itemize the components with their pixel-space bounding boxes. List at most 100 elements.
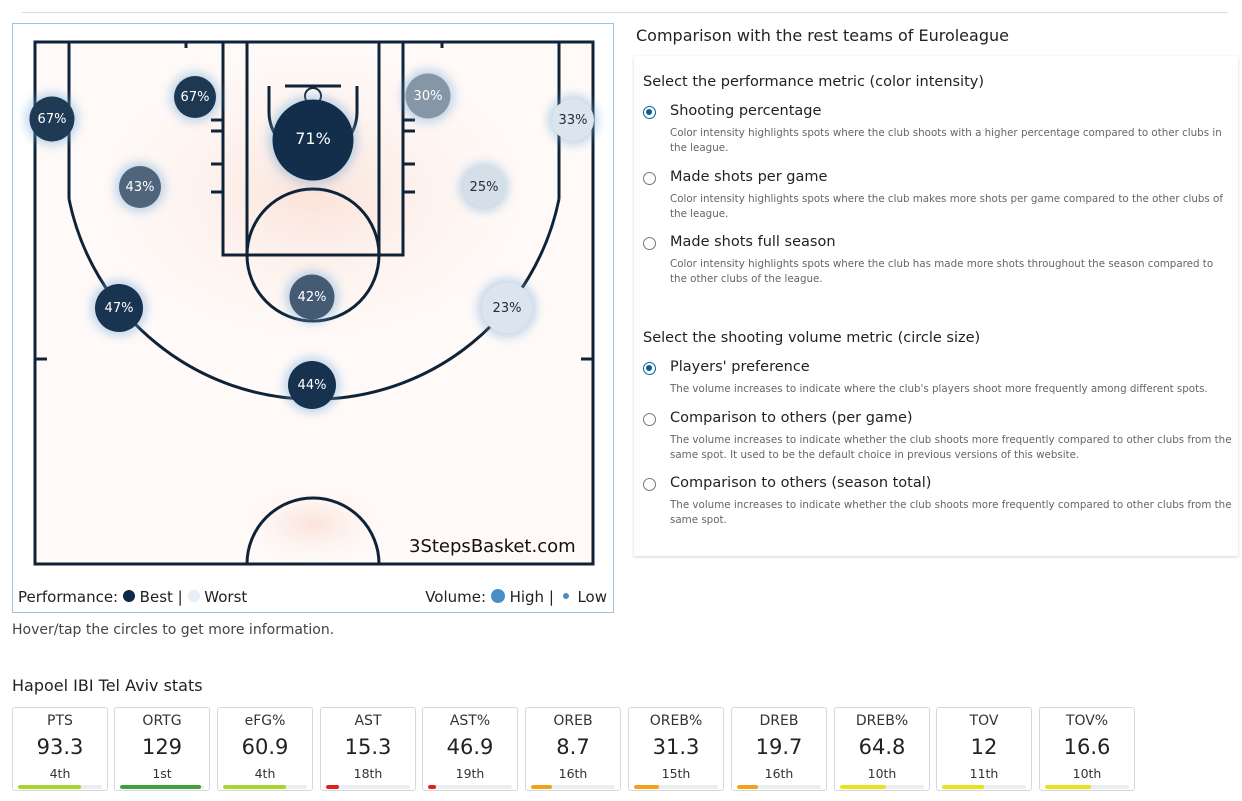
shot-chart-court: 71% 67% 67% 30% 33% 43% 25% 47% 42% 23% 44% (25, 24, 598, 574)
stat-value: 8.7 (556, 735, 590, 759)
radio-comparison-per-game[interactable] (643, 413, 656, 426)
stat-card-dreb-pct: DREB% 64.8 10th (834, 707, 930, 791)
shot-spot-circle[interactable] (29, 96, 75, 142)
stat-rank-bar (223, 785, 307, 789)
stat-card-oreb-pct: OREB% 31.3 15th (628, 707, 724, 791)
stat-card-tov-pct: TOV% 16.6 10th (1039, 707, 1135, 791)
stat-rank: 11th (969, 766, 999, 781)
shot-spot-label: 33% (559, 113, 588, 128)
stat-label: PTS (47, 713, 73, 729)
shot-spot[interactable]: 71% (268, 95, 358, 185)
top-divider (22, 12, 1228, 13)
stat-rank-bar-fill (840, 785, 887, 789)
stat-rank-bar (18, 785, 102, 789)
shot-spot-circle[interactable] (272, 99, 354, 181)
option-label: Made shots per game (670, 169, 828, 185)
stat-rank: 10th (1072, 766, 1102, 781)
performance-metric-title: Select the performance metric (color int… (643, 74, 985, 90)
shot-spot[interactable]: 47% (91, 280, 147, 336)
option-description: Color intensity highlights spots where t… (670, 258, 1214, 285)
stat-label: DREB (759, 713, 799, 729)
stat-value: 64.8 (858, 735, 906, 759)
radio-made-shots-per-game[interactable] (643, 172, 656, 185)
shot-spot-circle[interactable] (95, 284, 143, 332)
stat-label: AST (354, 713, 382, 729)
stat-rank-bar (942, 785, 1026, 789)
option-label: Comparison to others (season total) (670, 475, 932, 491)
stat-card-ast: AST 15.3 18th (320, 707, 416, 791)
stat-rank: 16th (764, 766, 794, 781)
stat-value: 46.9 (446, 735, 494, 759)
stat-value: 15.3 (344, 735, 392, 759)
worst-label: Worst (204, 588, 248, 606)
radio-shooting-percentage[interactable] (643, 106, 656, 119)
stat-rank-bar-fill (18, 785, 81, 789)
shot-spot[interactable]: 67% (170, 72, 220, 122)
stat-rank: 1st (152, 766, 172, 781)
volume-legend-label: Volume: (425, 588, 487, 606)
stat-label: TOV (969, 713, 999, 729)
performance-legend: Performance: Best | Worst (18, 588, 247, 606)
shot-spot[interactable]: 23% (477, 278, 537, 338)
shot-spot-circle[interactable] (288, 361, 336, 409)
shot-spot-circle[interactable] (405, 73, 451, 119)
stat-rank-bar (737, 785, 821, 789)
shot-spot-label: 30% (414, 89, 443, 104)
stat-card-ortg: ORTG 129 1st (114, 707, 210, 791)
option-label: Made shots full season (670, 234, 836, 250)
radio-comparison-season-total[interactable] (643, 478, 656, 491)
option-label: Players' preference (670, 359, 810, 375)
shot-spot-circle[interactable] (481, 282, 533, 334)
shot-spot-circle[interactable] (174, 76, 216, 118)
stat-rank-bar-fill (428, 785, 437, 789)
stat-card-pts: PTS 93.3 4th (12, 707, 108, 791)
stat-label: eFG% (244, 713, 286, 729)
shot-spot[interactable]: 33% (548, 95, 598, 145)
option-description: Color intensity highlights spots where t… (670, 193, 1223, 220)
stat-rank-bar (531, 785, 615, 789)
shot-spot[interactable]: 42% (285, 270, 339, 324)
shot-spot-label: 43% (126, 180, 155, 195)
stat-value: 60.9 (241, 735, 289, 759)
best-dot-icon (122, 589, 135, 602)
stat-rank: 18th (353, 766, 383, 781)
stat-rank-bar-fill (942, 785, 984, 789)
low-volume-dot-icon (562, 592, 569, 599)
shot-spot-circle[interactable] (463, 166, 505, 208)
radio-players-preference[interactable] (643, 362, 656, 375)
stat-rank-bar (326, 785, 410, 789)
stat-rank: 16th (558, 766, 588, 781)
shot-spot[interactable]: 25% (459, 162, 509, 212)
stat-card-dreb: DREB 19.7 16th (731, 707, 827, 791)
shot-spot[interactable]: 43% (115, 162, 165, 212)
shot-spot-label: 25% (470, 180, 499, 195)
watermark: 3StepsBasket.com (409, 536, 576, 557)
stat-rank-bar-fill (634, 785, 660, 789)
shot-spot-label: 71% (295, 129, 331, 148)
shot-spot[interactable]: 44% (284, 357, 340, 413)
option-description: The volume increases to indicate whether… (670, 499, 1232, 526)
shot-spot-label: 44% (298, 378, 327, 393)
shot-chart-panel: 71% 67% 67% 30% 33% 43% 25% 47% 42% 23% 44% 3Steps… (12, 23, 614, 613)
stat-rank-bar-fill (120, 785, 202, 789)
stat-rank: 10th (867, 766, 897, 781)
shot-spot-label: 23% (493, 301, 522, 316)
stat-rank-bar-fill (531, 785, 552, 789)
shot-spot-label: 47% (105, 301, 134, 316)
stat-label: DREB% (855, 713, 909, 729)
shot-spot[interactable]: 30% (401, 69, 455, 123)
shot-spot-circle[interactable] (289, 274, 335, 320)
stat-value: 12 (970, 735, 998, 759)
option-label: Shooting percentage (670, 103, 822, 119)
radio-made-shots-full-season[interactable] (643, 237, 656, 250)
hover-hint: Hover/tap the circles to get more inform… (12, 622, 335, 638)
stat-rank-bar-fill (223, 785, 286, 789)
stat-label: AST% (449, 713, 491, 729)
shot-spot[interactable]: 67% (25, 92, 79, 146)
shot-spot-circle[interactable] (552, 99, 594, 141)
stat-value: 31.3 (652, 735, 700, 759)
shot-spot-circle[interactable] (119, 166, 161, 208)
stat-rank-bar (428, 785, 512, 789)
stat-card-ast-pct: AST% 46.9 19th (422, 707, 518, 791)
stat-rank-bar-fill (326, 785, 339, 789)
